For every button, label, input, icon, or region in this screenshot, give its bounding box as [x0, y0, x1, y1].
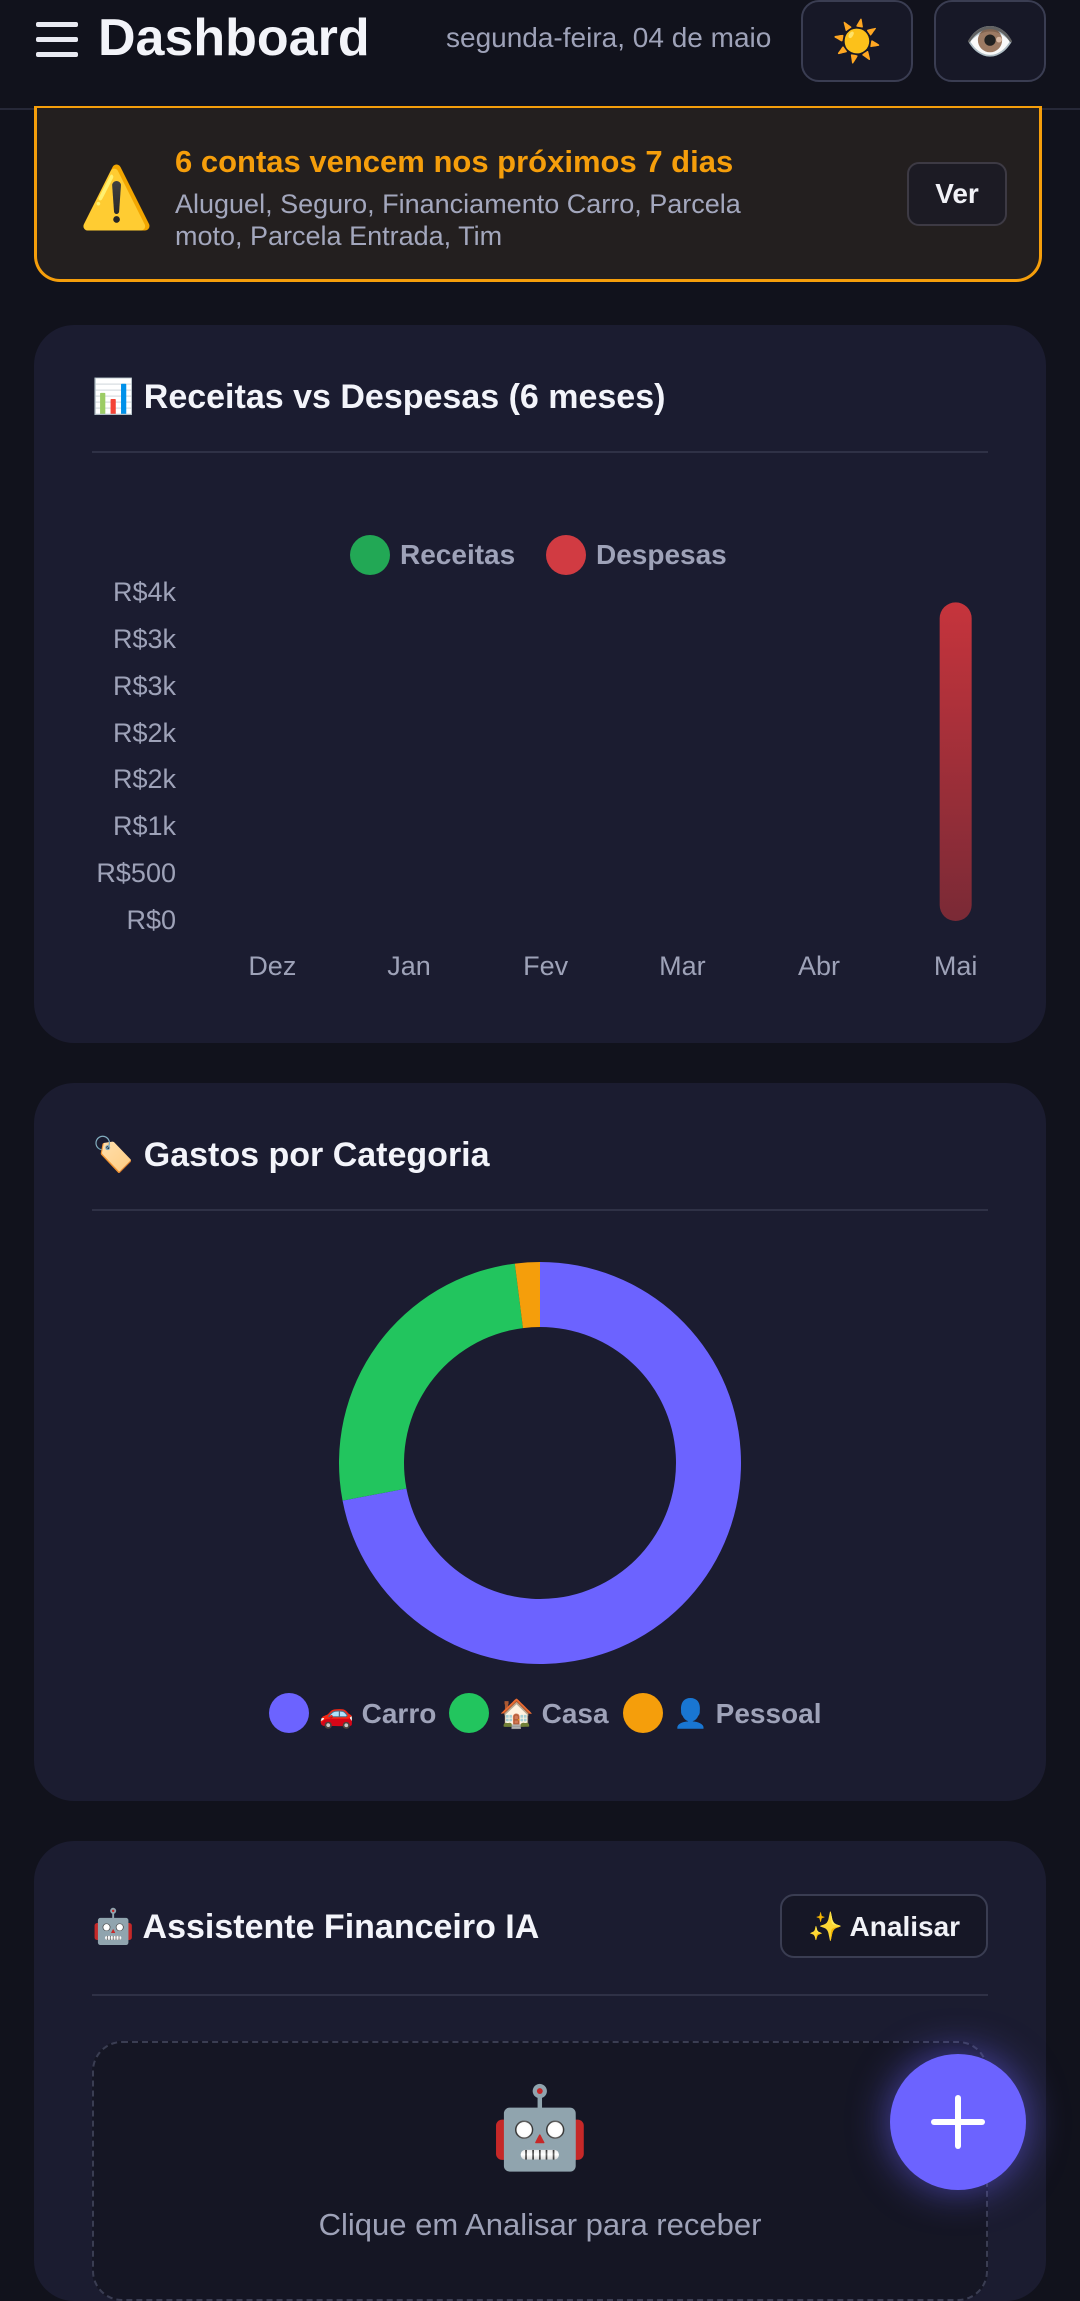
top-header: Dashboard segunda-feira, 04 de maio ☀️ 👁…	[0, 0, 1080, 110]
visibility-toggle-button[interactable]: 👁️	[934, 0, 1046, 82]
legend-dot	[269, 1693, 309, 1733]
donut-slice-2[interactable]	[514, 1262, 540, 1329]
assistant-hint: Clique em Analisar para receber	[318, 2207, 762, 2242]
alert-title: 6 contas vencem nos próximos 7 dias	[175, 144, 734, 179]
ai-assistant-card: 🤖 Assistente Financeiro IA ✨ Analisar 🤖 …	[34, 1841, 1046, 2301]
current-date: segunda-feira, 04 de maio	[446, 22, 772, 53]
card-divider	[92, 1209, 988, 1211]
legend-label: 🚗 Carro	[319, 1697, 437, 1729]
legend-label: 👤 Pessoal	[673, 1697, 822, 1729]
legend-dot-receitas	[350, 535, 390, 575]
x-tick-label: Mai	[933, 951, 978, 981]
alert-description: Aluguel, Seguro, Financiamento Carro, Pa…	[175, 189, 741, 251]
due-bills-alert: ⚠️ 6 contas vencem nos próximos 7 dias A…	[34, 106, 1042, 282]
y-axis: R$4k R$3k R$3k R$2k R$2k R$1k R$500 R$0	[54, 325, 176, 1043]
category-chart-title: 🏷️ Gastos por Categoria	[92, 1136, 490, 1174]
assistant-placeholder: 🤖 Clique em Analisar para receber	[92, 2041, 988, 2301]
legend-label: 🏠 Casa	[499, 1697, 609, 1729]
y-tick-label: R$3k	[112, 671, 176, 701]
add-transaction-button[interactable]	[890, 2054, 1026, 2190]
y-tick-label: R$500	[96, 858, 176, 888]
card-divider	[92, 1994, 988, 1996]
legend-label-receitas: Receitas	[400, 539, 516, 570]
menu-icon[interactable]	[36, 22, 78, 64]
y-tick-label: R$2k	[112, 764, 176, 794]
pie-legend-item[interactable]: 🏠 Casa	[449, 1693, 609, 1733]
category-card: 🏷️ Gastos por Categoria 🚗 Carro 🏠 Casa 👤 P…	[34, 1083, 1046, 1801]
sun-icon: ☀️	[832, 19, 882, 64]
pie-legend-item[interactable]: 👤 Pessoal	[623, 1693, 822, 1733]
bar-chart	[939, 602, 972, 921]
donut-slice-0[interactable]	[342, 1262, 742, 1664]
pie-legend-item[interactable]: 🚗 Carro	[269, 1693, 436, 1733]
y-tick-label: R$2k	[112, 718, 176, 748]
legend-dot	[623, 1693, 663, 1733]
donut-chart	[339, 1262, 742, 1664]
analyze-button[interactable]: ✨ Analisar	[780, 1894, 988, 1958]
y-tick-label: R$4k	[112, 577, 176, 607]
eye-icon: 👁️	[965, 19, 1015, 64]
plus-icon	[931, 2095, 985, 2149]
legend-despesas[interactable]: Despesas	[546, 535, 727, 575]
income-chart-title: 📊 Receitas vs Despesas (6 meses)	[92, 378, 666, 416]
y-tick-label: R$0	[126, 905, 176, 935]
assistant-title: 🤖 Assistente Financeiro IA	[92, 1908, 540, 1946]
view-bills-button[interactable]: Ver	[907, 162, 1007, 226]
legend-dot-despesas	[546, 535, 586, 575]
theme-toggle-button[interactable]: ☀️	[801, 0, 913, 82]
x-tick-label: Dez	[248, 951, 297, 981]
x-tick-label: Fev	[523, 951, 569, 981]
legend-dot	[449, 1693, 489, 1733]
donut-slice-1[interactable]	[339, 1263, 523, 1501]
page-title: Dashboard	[98, 9, 370, 67]
x-tick-label: Jan	[387, 951, 431, 981]
card-divider	[92, 451, 988, 453]
legend-receitas[interactable]: Receitas	[350, 535, 515, 575]
robot-icon: 🤖	[490, 2083, 590, 2172]
y-tick-label: R$3k	[112, 624, 176, 654]
y-tick-label: R$1k	[112, 811, 176, 841]
legend-label-despesas: Despesas	[596, 539, 727, 570]
x-tick-label: Abr	[797, 951, 841, 981]
warning-icon: ⚠️	[79, 164, 154, 231]
income-expense-card: 📊 Receitas vs Despesas (6 meses) Receita…	[34, 325, 1046, 1043]
x-tick-label: Mar	[659, 951, 706, 981]
bar-despesas-mai[interactable]	[939, 602, 972, 921]
